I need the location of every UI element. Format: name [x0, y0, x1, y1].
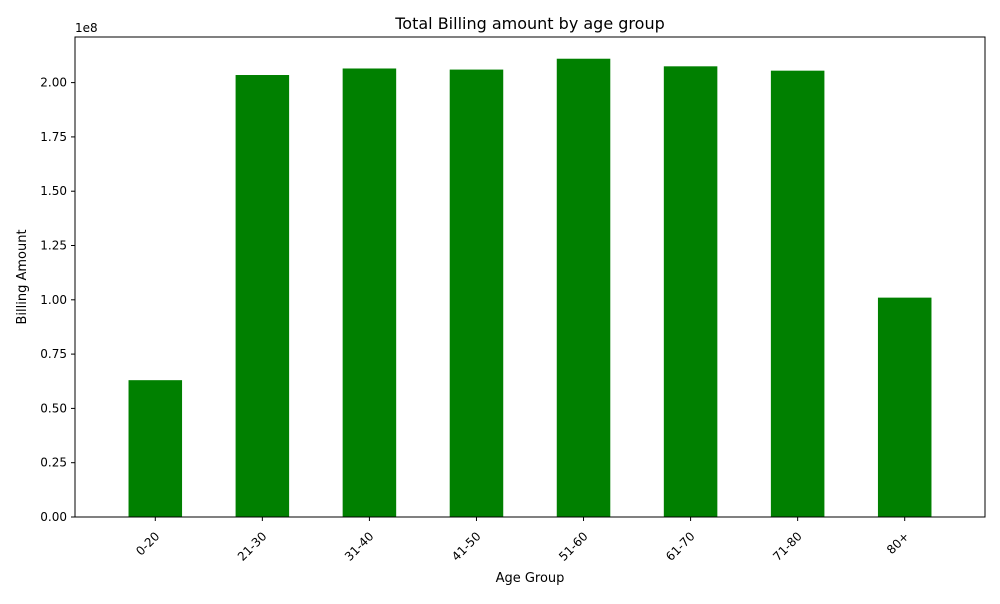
bar-41-50: [449, 69, 504, 517]
y-offset-label: 1e8: [75, 21, 98, 35]
x-tick-label: 51-60: [556, 529, 591, 564]
bar-80+: [877, 297, 932, 517]
y-tick-label: 0.75: [40, 347, 67, 361]
x-tick-label: 0-20: [133, 529, 162, 558]
bar-71-80: [770, 70, 825, 518]
x-tick-label: 61-70: [663, 529, 698, 564]
bar-51-60: [556, 58, 611, 517]
y-tick-label: 1.25: [40, 239, 67, 253]
y-axis-label: Billing Amount: [15, 229, 30, 324]
x-tick-label: 21-30: [235, 529, 270, 564]
y-tick-label: 0.00: [40, 510, 67, 524]
y-tick-label: 0.50: [40, 401, 67, 415]
bars-group: [128, 58, 932, 518]
bar-21-30: [235, 75, 290, 517]
bar-31-40: [342, 68, 397, 518]
bar-61-70: [663, 66, 718, 517]
x-tick-label: 41-50: [449, 529, 484, 564]
y-tick-label: 1.50: [40, 184, 67, 198]
y-axis: 0.00 0.25 0.50 0.75 1.00 1.25 1.50 1.75 2.00: [40, 76, 75, 524]
chart-title: Total Billing amount by age group: [394, 14, 664, 33]
x-axis-label: Age Group: [496, 571, 565, 586]
bar-0-20: [128, 380, 183, 517]
y-tick-label: 0.25: [40, 456, 67, 470]
x-axis: 0-20 21-30 31-40 41-50 51-60 61-70 71-80 80+: [133, 517, 912, 564]
y-tick-label: 1.00: [40, 293, 67, 307]
x-tick-label: 71-80: [770, 529, 805, 564]
y-tick-label: 1.75: [40, 130, 67, 144]
x-tick-label: 31-40: [342, 529, 377, 564]
x-tick-label: 80+: [884, 529, 912, 557]
plot-frame: [74, 36, 986, 518]
y-tick-label: 2.00: [40, 76, 67, 90]
